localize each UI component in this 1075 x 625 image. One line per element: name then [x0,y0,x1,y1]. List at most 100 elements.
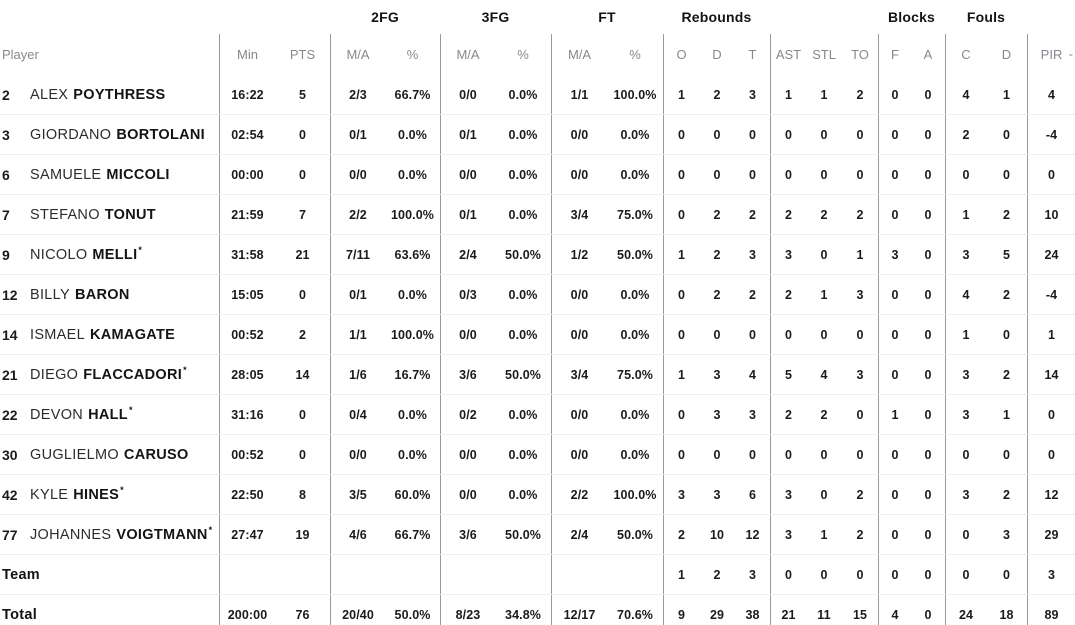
to-cell: 3 [856,367,864,382]
player-cell: 3 GIORDANO BORTOLANI [0,115,219,154]
starter-mark: * [138,245,142,255]
player-cell: 21 DIEGO FLACCADORI * [0,355,219,394]
pir-cell: 12 [1027,475,1075,514]
block-f-cell: 0 [878,155,911,194]
block-a-cell: 0 [924,487,932,502]
player-first-name: STEFANO [30,206,100,223]
ft-pct-cell: 50.0% [617,527,653,542]
ast-cell: 21 [770,595,806,625]
reb-o-cell: 0 [663,275,699,314]
player-number: 2 [2,86,10,103]
ft-ma-cell: 0/0 [551,275,607,314]
to-cell: 2 [856,207,864,222]
block-f-column-header: F [878,34,911,75]
2fg-ma-cell: 0/0 [330,155,385,194]
2fg-ma-cell [330,555,385,594]
foul-d-cell: 2 [1002,287,1011,302]
player-cell: Total [0,595,219,625]
table-row: 77 JOHANNES VOIGTMANN * 27:47 19 4/6 66.… [0,515,1075,555]
player-cell: Team [0,555,219,594]
stl-cell: 0 [820,127,828,142]
pir-cell: 10 [1027,195,1075,234]
min-cell: 31:58 [219,235,275,274]
player-cell: 6 SAMUELE MICCOLI [0,155,219,194]
ft-ma-cell [551,555,607,594]
pir-cell: 0 [1027,155,1075,194]
block-f-cell: 1 [878,395,911,434]
reb-o-cell: 0 [663,195,699,234]
2fg-ma-cell: 4/6 [330,515,385,554]
to-cell: 2 [856,487,864,502]
reb-d-cell: 3 [713,407,721,422]
block-a-cell: 0 [924,247,932,262]
2fg-pct-cell: 66.7% [394,527,431,542]
player-first-name: DIEGO [30,366,79,383]
reb-d-cell: 2 [713,87,721,102]
foul-c-cell: 4 [945,275,986,314]
block-a-cell: 0 [924,127,932,142]
reb-t-cell: 3 [748,87,757,102]
to-cell: 0 [856,567,864,582]
player-last-name: Total [2,606,38,623]
block-a-cell: 0 [924,407,932,422]
reb-d-column-header: D [712,47,722,62]
player-number: 42 [2,486,18,503]
table-row: 22 DEVON HALL * 31:16 0 0/4 0.0% 0/2 0.0… [0,395,1075,435]
foul-c-cell: 1 [945,315,986,354]
ft-ma-cell: 1/2 [551,235,607,274]
pts-cell: 7 [298,207,307,222]
ft-pct-cell: 75.0% [617,367,653,382]
ast-cell: 0 [770,435,806,474]
foul-d-cell: 1 [1002,407,1011,422]
table-row: 9 NICOLO MELLI * 31:58 21 7/11 63.6% 2/4… [0,235,1075,275]
to-cell: 0 [856,407,864,422]
block-f-cell: 0 [878,555,911,594]
reb-d-cell: 2 [713,287,721,302]
group-header-blocks: Blocks [887,9,936,25]
2fg-pct-cell: 0.0% [398,407,427,422]
reb-d-cell: 0 [713,327,721,342]
pts-cell: 19 [295,527,310,542]
table-row: 21 DIEGO FLACCADORI * 28:05 14 1/6 16.7%… [0,355,1075,395]
stl-cell: 1 [820,87,828,102]
min-cell: 22:50 [219,475,275,514]
2fg-pct-cell: 0.0% [398,447,427,462]
foul-d-cell: 2 [1002,367,1011,382]
foul-d-cell: 0 [1002,327,1011,342]
block-f-cell: 0 [878,515,911,554]
ast-cell: 2 [770,195,806,234]
3fg-pct-cell: 0.0% [508,167,538,182]
starter-mark: * [128,405,133,415]
starter-mark: * [120,485,124,495]
3fg-ma-cell: 8/23 [440,595,495,625]
3fg-pct-cell: 50.0% [505,247,541,262]
group-header-spacer [770,0,878,34]
reb-o-cell: 1 [663,555,699,594]
block-a-cell: 0 [924,367,932,382]
foul-d-cell: 0 [1002,447,1011,462]
2fg-ma-cell: 20/40 [330,595,385,625]
player-first-name: JOHANNES [30,526,112,543]
ft-pct-cell: 100.0% [613,487,657,502]
to-cell: 3 [856,287,864,302]
block-f-cell: 0 [878,275,911,314]
player-last-name: Team [2,566,41,583]
reb-t-cell: 0 [748,167,757,182]
clipped-next-column-header: - [1068,45,1073,61]
reb-o-cell: 0 [663,155,699,194]
foul-c-cell: 0 [945,555,986,594]
reb-t-cell: 0 [748,127,757,142]
reb-d-cell: 29 [709,607,725,622]
block-a-cell: 0 [924,567,932,582]
pts-cell: 5 [298,87,307,102]
to-cell: 0 [856,327,864,342]
player-last-name: MICCOLI [106,166,170,183]
starter-mark: * [208,525,213,535]
ast-cell: 0 [770,155,806,194]
stl-cell: 1 [820,527,828,542]
block-f-cell: 0 [878,315,911,354]
2fg-pct-column-header: % [406,47,419,62]
block-f-cell: 0 [878,435,911,474]
foul-c-cell: 3 [945,475,986,514]
player-number: 12 [2,286,18,303]
